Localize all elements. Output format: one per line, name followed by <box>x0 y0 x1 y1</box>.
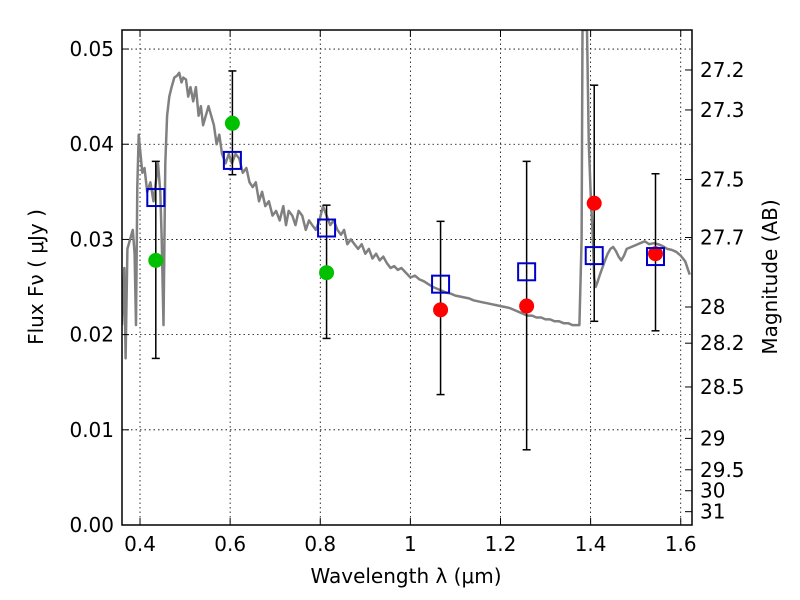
y-tick-label: 0.01 <box>69 418 114 442</box>
tick-layer: 0.4 0.6 0.8 1 1.2 1.4 1.6 0.00 0.01 0.02 0.03 0.04 0… <box>69 30 745 556</box>
y-tick-label: 0.00 <box>69 513 114 537</box>
x-tick-label: 1 <box>404 532 417 556</box>
mag-tick-label: 28.2 <box>700 331 745 355</box>
mag-tick-label: 27.7 <box>700 226 745 250</box>
model-flux-marker <box>146 188 166 208</box>
x-tick-label: 1.6 <box>665 532 697 556</box>
x-tick-label: 0.8 <box>304 532 336 556</box>
mag-tick-label: 31 <box>700 500 725 524</box>
mag-tick-label: 29.5 <box>700 458 745 482</box>
y-tick-label: 0.02 <box>69 323 114 347</box>
mag-tick-label: 28.5 <box>700 375 745 399</box>
y-tick-label: 0.04 <box>69 132 114 156</box>
model-flux-marker <box>222 150 242 170</box>
x-tick-label: 0.4 <box>124 532 156 556</box>
data-layer <box>122 30 691 451</box>
mag-tick-label: 30 <box>700 479 725 503</box>
model-flux-marker <box>517 262 537 282</box>
model-flux-marker <box>431 274 451 294</box>
plot-frame <box>121 29 693 526</box>
photometry-point <box>148 252 164 268</box>
model-flux-marker <box>317 218 337 238</box>
model-sed-line <box>122 30 691 360</box>
photometry-point <box>224 115 240 131</box>
photometry-point <box>433 302 449 318</box>
y-tick-label: 0.05 <box>69 37 114 61</box>
photometry-point <box>319 265 335 281</box>
x-tick-label: 1.4 <box>575 532 607 556</box>
grid-layer <box>122 30 692 525</box>
model-flux-marker <box>584 246 604 266</box>
photometry-point <box>519 298 535 314</box>
mag-tick-label: 27.5 <box>700 167 745 191</box>
mag-tick-label: 28 <box>700 295 725 319</box>
model-flux-marker <box>646 247 666 267</box>
mag-tick-label: 27.2 <box>700 58 745 82</box>
x-tick-label: 0.6 <box>214 532 246 556</box>
photometry-point <box>648 246 664 262</box>
x-axis-title: Wavelength λ (μm) <box>310 564 501 588</box>
photometry-point <box>586 195 602 211</box>
x-tick-label: 1.2 <box>485 532 517 556</box>
y-tick-label: 0.03 <box>69 227 114 251</box>
y-axis-title: Flux Fν ( μJy ) <box>24 209 48 345</box>
mag-tick-label: 27.3 <box>700 98 745 122</box>
mag-tick-label: 29 <box>700 426 725 450</box>
y2-axis-title: Magnitude (AB) <box>758 199 782 354</box>
